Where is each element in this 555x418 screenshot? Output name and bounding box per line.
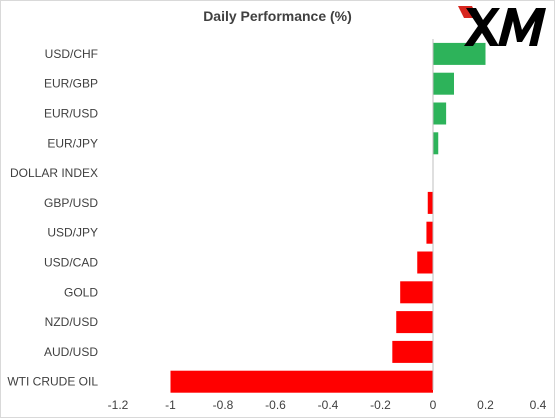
category-label: EUR/USD [44,107,98,121]
tick-labels-group: -1.2 -1 -0.8 -0.6 -0.4 -0.2 0 0.2 0.4 [108,398,547,412]
x-tick-label: -1 [165,398,176,412]
bar [400,281,433,304]
x-tick-label: -0.4 [318,398,339,412]
category-label: USD/CHF [45,47,98,61]
x-tick-label: -0.8 [213,398,234,412]
x-tick-label: 0.2 [477,398,494,412]
bar [426,221,433,244]
category-label: USD/JPY [47,226,98,240]
bar [433,42,486,65]
category-label: EUR/JPY [47,136,98,150]
bar [417,251,433,274]
bar [392,340,433,363]
chart-title: Daily Performance (%) [203,8,352,24]
x-tick-label: 0 [430,398,437,412]
bar [396,311,433,334]
x-tick-label: -0.2 [370,398,391,412]
bars-group [170,42,486,393]
x-tick-label: -0.6 [265,398,286,412]
bar [433,132,439,155]
category-label: AUD/USD [44,345,98,359]
bar [170,370,433,393]
category-label: GOLD [64,285,98,299]
bar [427,191,433,214]
xm-logo [458,6,546,46]
category-label: WTI CRUDE OIL [7,375,98,389]
category-label: DOLLAR INDEX [10,166,98,180]
category-label: USD/CAD [44,256,98,270]
x-tick-label: -1.2 [108,398,129,412]
xm-logo-m-mark [498,8,546,46]
category-label: NZD/USD [45,315,99,329]
bar [433,102,447,125]
category-label: EUR/GBP [44,77,98,91]
xm-logo-x-mark [464,8,500,46]
bar [433,72,454,95]
x-tick-label: 0.4 [530,398,547,412]
category-labels-group: USD/CHF EUR/GBP EUR/USD EUR/JPY DOLLAR INDEX… [7,47,98,389]
category-label: GBP/USD [44,196,98,210]
